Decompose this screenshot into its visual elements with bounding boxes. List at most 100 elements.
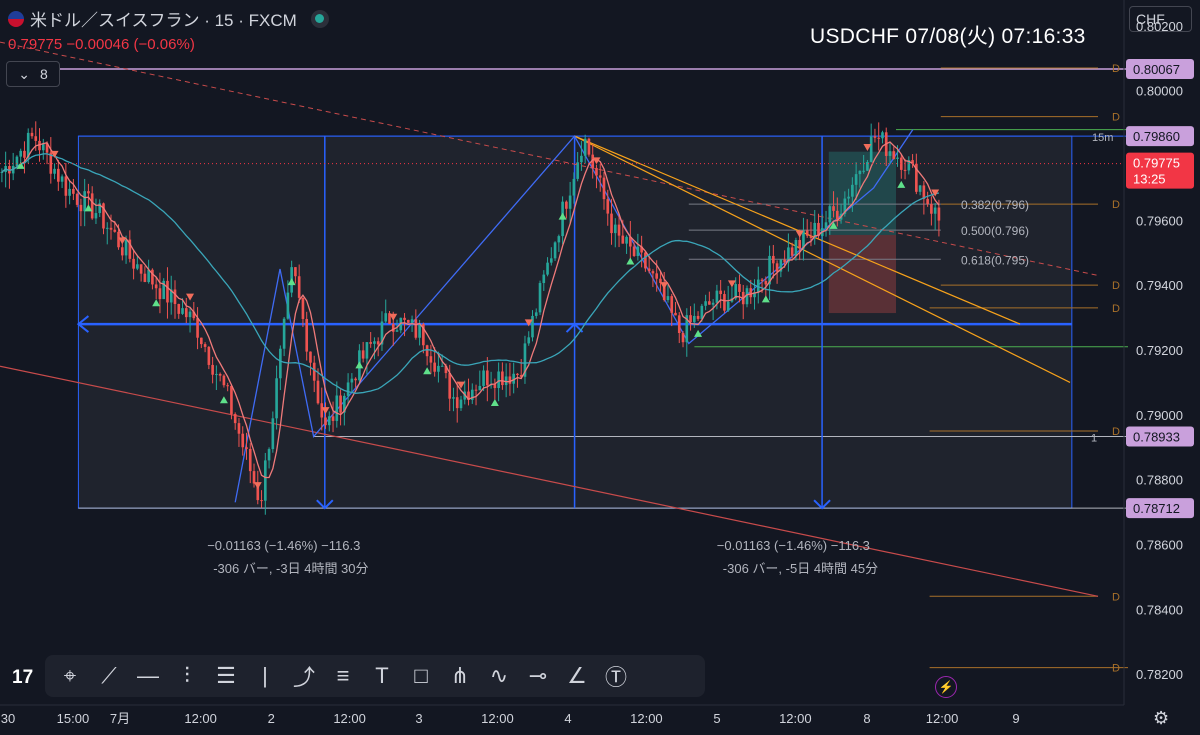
candle-body [226,385,229,387]
gear-icon[interactable]: ⚙ [1153,708,1170,728]
sell-marker [118,237,127,245]
candle-body [516,373,519,376]
candle-body [151,269,154,285]
current-price-text: 0.79775 [1133,156,1180,171]
price-tick-label: 0.78200 [1136,667,1183,682]
bolt-icon[interactable]: ⚡ [935,676,957,698]
sell-marker [253,482,262,490]
text-anchor-icon[interactable]: Ⓣ [604,665,627,690]
pitchfork-icon[interactable]: ⋔ [450,663,470,688]
trend-line-orange [574,135,1071,383]
candle-body [930,204,933,214]
candle-body [783,259,786,263]
brush-icon[interactable]: ∠ [567,663,587,688]
candle-body [410,319,414,323]
ray-icon[interactable]: ⊸ [528,663,548,688]
candle-body [252,471,256,484]
candle-body [452,397,455,399]
candle-body [745,288,749,305]
candle-body [418,324,421,338]
drawing-toolbar: ⌖ ⟋ — ⫶ ☰ | ⤴ ≡ T □ ⋔ ∿ ⊸ ∠ Ⓣ [45,655,705,697]
candle-body [297,276,301,298]
candle-body [215,373,218,375]
measure-box-right [574,135,1073,509]
candle-body [414,319,418,338]
candle-body [565,201,568,209]
candle-body [335,395,339,421]
candle-body [64,176,68,196]
price-tick-label: 0.78800 [1136,473,1183,488]
candle-body [474,389,478,391]
candle-body [196,318,199,338]
level-tag: D [1112,280,1120,292]
price-tick-label: 0.79000 [1136,408,1183,423]
candle-body [572,178,576,196]
text-icon[interactable]: T [375,663,389,688]
vertical-line-icon[interactable]: | [262,663,268,688]
candle-body [659,278,662,283]
candle-body [501,371,504,386]
candle-body [124,239,128,256]
sell-marker [524,319,533,327]
candle-body [869,136,873,162]
candle-body [57,168,60,182]
candle-body [94,213,98,219]
candle-body [316,380,320,404]
candle-body [350,378,354,383]
time-tick-label: 12:00 [333,711,366,726]
long-position-icon[interactable]: ≡ [336,663,350,688]
horizontal-line-icon[interactable]: — [137,663,159,688]
parallel-channel-icon[interactable]: ⫶ [184,663,190,688]
candle-body [538,283,542,313]
candle-body [636,246,640,257]
candle-body [188,311,192,318]
candle-body [260,500,263,502]
pattern-icon[interactable]: ∿ [489,663,509,688]
candle-body [828,206,832,223]
time-tick-label: 9 [1012,711,1019,726]
candle-body [647,268,651,272]
candle-body [470,389,474,400]
symbol-date-time: USDCHF 07/08(火) 07:16:33 [810,25,1086,48]
price-tick-label: 0.78600 [1136,537,1183,552]
candle-body [557,236,561,243]
buy-marker [626,257,635,265]
candle-body [527,337,531,344]
candle-body [365,342,369,359]
symbol-header[interactable]: 米ドル／スイスフラン · 15 · FXCM [8,6,329,31]
sell-marker [931,189,940,197]
price-change: 0.79775 −0.00046 (−0.06%) [8,36,195,53]
candle-body [617,224,621,236]
price-label-text: 0.79860 [1133,129,1180,144]
time-tick-label: 12:00 [184,711,217,726]
rectangle-icon[interactable]: □ [414,663,428,688]
candle-body [877,137,881,139]
currency-select[interactable]: CHF [1129,6,1192,32]
candle-body [851,184,854,197]
tradingview-logo[interactable]: 17 [12,667,34,688]
indicator-toggle-button[interactable]: ⌄ 8 [6,61,60,87]
candle-body [704,301,707,306]
candle-body [271,418,275,450]
candle-body [606,199,610,214]
path-icon[interactable]: ⤴ [292,665,315,690]
candle-body [756,279,760,293]
candle-body [102,203,105,229]
fib-retracement-icon[interactable]: ☰ [216,663,236,688]
candle-body [158,288,162,300]
candle-body [802,230,805,249]
sell-marker [389,313,398,321]
candle-body [60,176,64,182]
trend-line-red-dashed [0,41,1099,276]
candle-body [166,280,169,303]
candle-body [892,151,896,159]
candle-body [621,235,625,244]
crosshair-icon[interactable]: ⌖ [63,663,77,688]
candle-body [843,198,847,214]
candle-body [670,296,674,313]
arrow-down-icon [813,499,831,510]
trend-line-icon[interactable]: ⟋ [101,663,117,688]
measure-box-left [77,135,576,509]
candle-body [361,350,365,359]
